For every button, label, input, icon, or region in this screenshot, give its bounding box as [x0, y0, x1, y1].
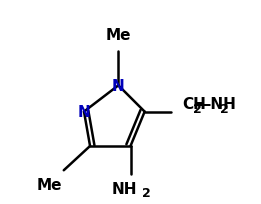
Text: NH: NH: [112, 181, 137, 196]
Text: Me: Me: [37, 177, 62, 192]
Text: 2: 2: [221, 103, 229, 115]
Text: Me: Me: [106, 28, 131, 43]
Text: CH: CH: [182, 96, 206, 111]
Text: 2: 2: [142, 186, 151, 199]
Text: N: N: [78, 105, 90, 120]
Text: N: N: [112, 78, 125, 93]
Text: —NH: —NH: [195, 96, 236, 111]
Text: 2: 2: [193, 103, 202, 115]
